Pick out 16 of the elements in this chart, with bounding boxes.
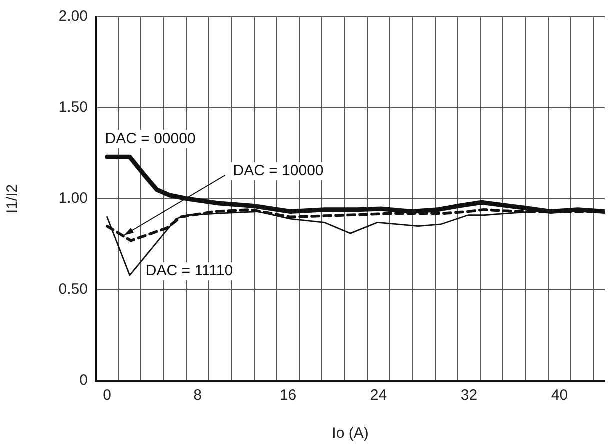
x-axis-title: Io (A) <box>332 425 369 442</box>
y-tick-label: 2.00 <box>58 8 88 26</box>
x-tick-label: 40 <box>551 387 568 404</box>
y-tick-label: 0.50 <box>58 281 88 298</box>
annotation: DAC = 10000 <box>233 162 324 180</box>
y-tick-label: 1.00 <box>58 190 88 208</box>
annotation: DAC = 00000 <box>105 130 196 148</box>
y-axis-title: I1/I2 <box>4 184 22 214</box>
x-tick-label: 16 <box>280 387 297 404</box>
y-tick-label: 0 <box>80 372 88 390</box>
x-tick-label: 24 <box>370 387 388 404</box>
annotation: DAC = 11110 <box>146 262 234 280</box>
x-tick-label: 0 <box>103 387 112 404</box>
y-tick-label: 1.50 <box>58 99 88 116</box>
x-tick-label: 8 <box>194 387 202 404</box>
x-tick-label: 32 <box>460 387 478 404</box>
